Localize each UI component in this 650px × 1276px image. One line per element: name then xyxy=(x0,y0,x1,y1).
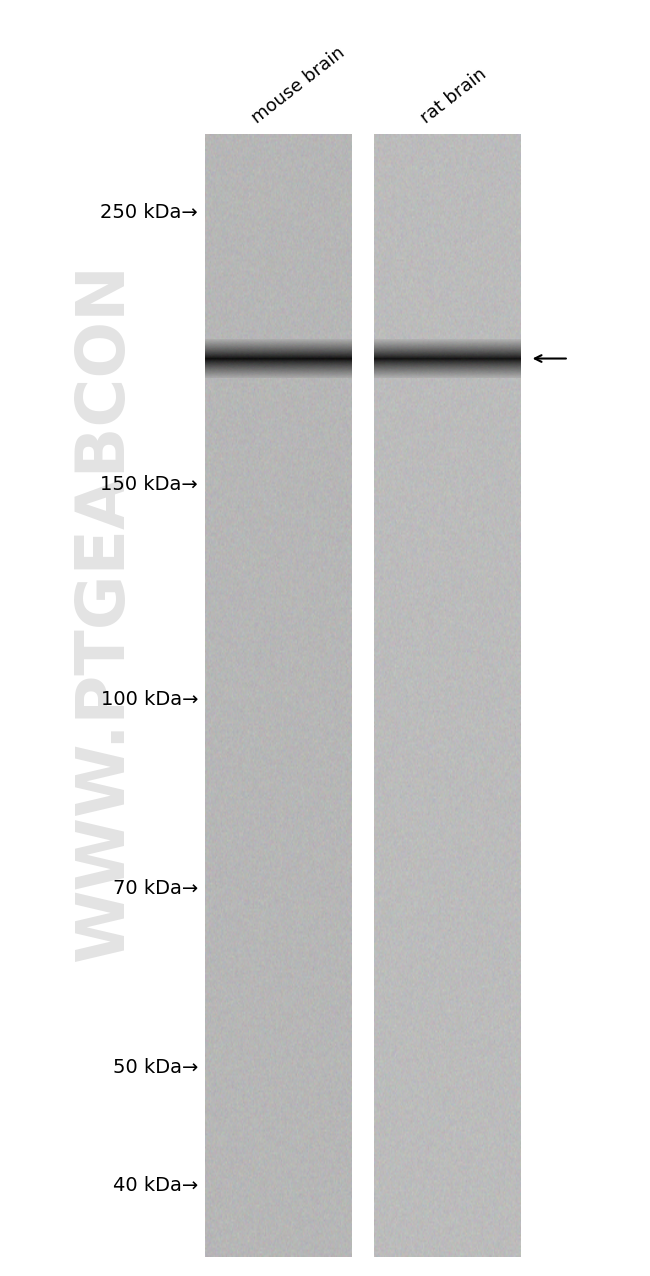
Text: rat brain: rat brain xyxy=(417,65,490,128)
Text: 50 kDa→: 50 kDa→ xyxy=(113,1058,198,1077)
Text: 150 kDa→: 150 kDa→ xyxy=(101,475,198,494)
Text: 100 kDa→: 100 kDa→ xyxy=(101,690,198,709)
Text: WWW.PTGEABCON: WWW.PTGEABCON xyxy=(71,263,137,962)
Text: mouse brain: mouse brain xyxy=(248,43,348,128)
Text: 250 kDa→: 250 kDa→ xyxy=(101,203,198,222)
Text: 70 kDa→: 70 kDa→ xyxy=(113,879,198,898)
Text: 40 kDa→: 40 kDa→ xyxy=(113,1176,198,1196)
